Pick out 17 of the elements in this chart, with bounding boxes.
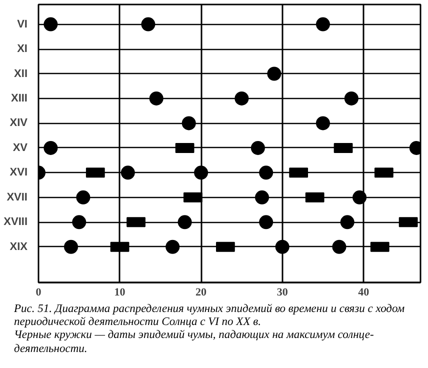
x-tick-label: 30 bbox=[276, 286, 288, 298]
y-tick-label: XVIII bbox=[4, 216, 28, 228]
y-tick-label: XVI bbox=[10, 166, 28, 179]
y-tick-label: XV bbox=[12, 142, 28, 154]
y-tick-label: XIII bbox=[10, 92, 28, 104]
y-tick-label: XVII bbox=[6, 191, 28, 204]
y-tick-label: XIX bbox=[10, 240, 28, 253]
y-tick-label: XII bbox=[14, 68, 28, 80]
x-tick-label: 20 bbox=[196, 286, 208, 298]
x-tick-label: 0 bbox=[36, 286, 42, 298]
text: Рис. 51. Диаграмма распределения чумных эпидемий во времени и связи с ходом периодической деятельности Солнца с VI по XX в. bbox=[14, 303, 406, 330]
y-tick-label: XI bbox=[17, 43, 28, 56]
y-tick-label: XIV bbox=[10, 117, 28, 130]
text: Черные кружки — даты эпидемий чумы, падающих на максимум солнце-деятельности. bbox=[14, 329, 375, 356]
x-tick-label: 40 bbox=[358, 286, 370, 298]
x-tick-label: 10 bbox=[114, 286, 126, 298]
y-tick-label: VI bbox=[17, 18, 28, 30]
